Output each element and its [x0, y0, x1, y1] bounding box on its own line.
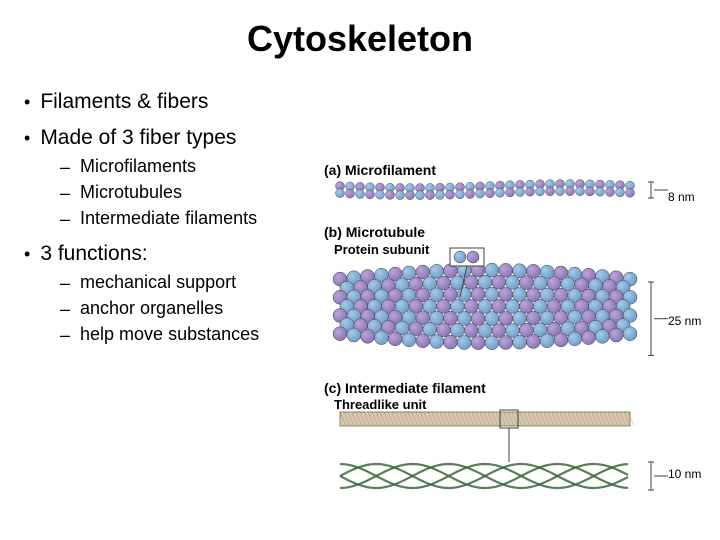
bullet-text: 3 functions:	[40, 242, 147, 266]
bullet-dot-icon: •	[24, 90, 30, 114]
dash-icon: –	[60, 208, 70, 230]
label-protein-subunit: Protein subunit	[334, 242, 429, 257]
bullet-dot-icon: •	[24, 242, 30, 266]
subbullet-microfilaments: – Microfilaments	[60, 156, 324, 178]
dash-icon: –	[60, 156, 70, 178]
subbullet-intermediate: – Intermediate filaments	[60, 208, 324, 230]
dim-8nm: 8 nm	[668, 190, 695, 204]
bullet-dot-icon: •	[24, 126, 30, 150]
dash-icon: –	[60, 272, 70, 294]
cytoskeleton-diagram: (a) Microfilament (b) Microtubule Protei…	[320, 162, 710, 512]
text-content: • Filaments & fibers • Made of 3 fiber t…	[24, 90, 324, 350]
subbullet-move: – help move substances	[60, 324, 324, 346]
subbullet-anchor: – anchor organelles	[60, 298, 324, 320]
subbullet-text: anchor organelles	[80, 298, 223, 319]
subbullet-mechanical: – mechanical support	[60, 272, 324, 294]
dash-icon: –	[60, 182, 70, 204]
subbullet-text: Microfilaments	[80, 156, 196, 177]
bullet-functions: • 3 functions:	[24, 242, 324, 266]
subbullet-text: Microtubules	[80, 182, 182, 203]
subbullet-text: help move substances	[80, 324, 259, 345]
dash-icon: –	[60, 324, 70, 346]
bullet-fiber-types: • Made of 3 fiber types	[24, 126, 324, 150]
bullet-filaments: • Filaments & fibers	[24, 90, 324, 114]
dim-10nm: 10 nm	[668, 467, 701, 481]
subbullet-microtubules: – Microtubules	[60, 182, 324, 204]
diagram-svg	[320, 162, 710, 507]
label-a-microfilament: (a) Microfilament	[324, 162, 436, 178]
bullet-text: Made of 3 fiber types	[40, 126, 236, 150]
bullet-text: Filaments & fibers	[40, 90, 208, 114]
dim-25nm: 25 nm	[668, 314, 701, 328]
subbullet-text: Intermediate filaments	[80, 208, 257, 229]
slide-title: Cytoskeleton	[0, 0, 720, 72]
label-threadlike-unit: Threadlike unit	[334, 397, 426, 412]
label-c-intermediate: (c) Intermediate filament	[324, 380, 486, 396]
subbullet-text: mechanical support	[80, 272, 236, 293]
dash-icon: –	[60, 298, 70, 320]
label-b-microtubule: (b) Microtubule	[324, 224, 425, 240]
